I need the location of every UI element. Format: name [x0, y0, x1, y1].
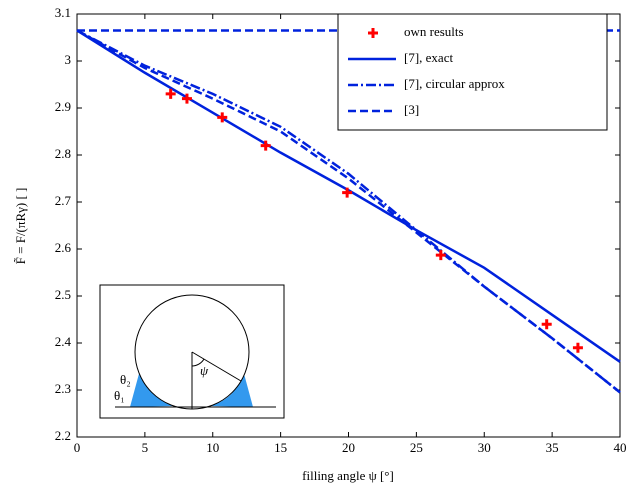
- y-tick-label: 2.2: [55, 428, 71, 443]
- inset-label: θ₂: [120, 372, 131, 387]
- y-tick-label: 2.8: [55, 146, 71, 161]
- y-tick-label: 2.4: [55, 334, 72, 349]
- inset-label: θ₁: [114, 388, 125, 403]
- scatter-point: [181, 93, 192, 104]
- y-tick-label: 2.5: [55, 287, 71, 302]
- scatter-point: [217, 112, 228, 123]
- x-tick-label: 0: [74, 440, 81, 455]
- legend-frame: [337, 13, 608, 131]
- x-tick-label: 15: [274, 440, 287, 455]
- x-tick-label: 5: [142, 440, 149, 455]
- x-tick-label: 10: [206, 440, 219, 455]
- x-axis-label: filling angle ψ [°]: [302, 468, 394, 483]
- scatter-point: [541, 319, 552, 330]
- scatter-point: [342, 187, 353, 198]
- legend-label: [3]: [404, 102, 419, 117]
- inset-diagram: θ₂ θ₁ ψ: [99, 284, 285, 419]
- x-tick-label: 20: [342, 440, 355, 455]
- x-tick-label: 40: [614, 440, 627, 455]
- y-tick-label: 2.3: [55, 381, 71, 396]
- y-tick-label: 2.9: [55, 99, 71, 114]
- scatter-point: [435, 250, 446, 261]
- y-tick-label: 2.6: [55, 240, 72, 255]
- legend-label: [7], circular approx: [404, 76, 505, 91]
- y-axis-label: F̃ = F/(πRγ) [ ]: [13, 188, 28, 265]
- series-line: [76, 29, 621, 394]
- legend-label: [7], exact: [404, 50, 453, 65]
- x-tick-label: 25: [410, 440, 423, 455]
- x-tick-label: 30: [478, 440, 491, 455]
- angle-arc: [191, 358, 205, 367]
- y-tick-label: 3.1: [55, 5, 71, 20]
- plot-area: 0 5 10 15 20 25 30 35 40 2.2 2.3 2.4 2.5 2.6 2.7 2.8 2.9…: [55, 5, 627, 455]
- y-tick-label: 3: [65, 52, 72, 67]
- legend: own results [7], exact [7], circular appro…: [337, 13, 608, 131]
- x-tick-label: 35: [546, 440, 559, 455]
- scatter-point: [260, 140, 271, 151]
- y-tick-label: 2.7: [55, 193, 72, 208]
- radius: [191, 351, 242, 382]
- meniscus-left: [130, 370, 175, 407]
- scatter-point: [572, 342, 583, 353]
- inset-label: ψ: [200, 363, 209, 378]
- legend-marker: [368, 28, 378, 38]
- scatter-point: [165, 88, 176, 99]
- legend-label: own results: [404, 24, 464, 39]
